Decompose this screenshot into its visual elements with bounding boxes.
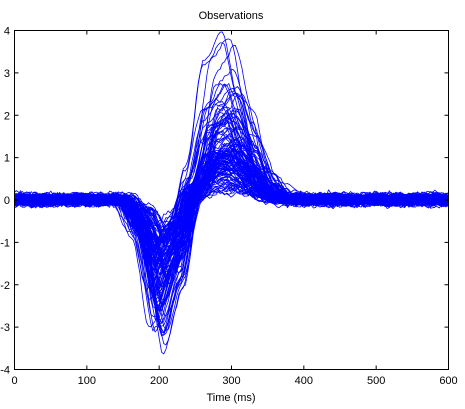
series-line [14, 150, 448, 287]
series-line [14, 143, 448, 279]
chart-title: Observations [199, 10, 264, 22]
series-line [14, 117, 448, 258]
x-tick-label: 600 [439, 375, 457, 387]
series-line [14, 162, 448, 226]
y-tick-label: -1 [0, 237, 10, 249]
y-tick-label: 1 [4, 153, 10, 165]
y-tick-label: 3 [4, 68, 10, 80]
series-line [14, 104, 448, 258]
y-tick-label: -2 [0, 280, 10, 292]
y-axis-ticks: -4 -3 -2 -1 0 1 2 3 4 [0, 26, 449, 377]
x-axis-ticks: 0 100 200 300 400 500 600 [11, 30, 458, 387]
series-line [14, 163, 448, 321]
x-tick-label: 200 [150, 375, 168, 387]
series-line [14, 167, 448, 257]
series-line [14, 155, 448, 262]
series-line [14, 163, 448, 252]
series-line [14, 169, 448, 272]
series-line [14, 168, 448, 291]
x-tick-label: 0 [11, 375, 17, 387]
series-line [14, 113, 448, 304]
x-axis-label: Time (ms) [206, 392, 255, 404]
x-tick-label: 100 [78, 375, 96, 387]
series-line [14, 83, 448, 288]
series-line [14, 154, 448, 261]
series-line [14, 181, 448, 249]
x-tick-label: 400 [295, 375, 313, 387]
x-tick-label: 300 [222, 375, 240, 387]
y-tick-label: 0 [4, 195, 10, 207]
series-line [14, 42, 448, 260]
series-line [14, 159, 448, 270]
y-tick-label: 2 [4, 110, 10, 122]
plot-lines [14, 31, 448, 355]
x-tick-label: 500 [367, 375, 385, 387]
y-tick-label: 4 [4, 26, 10, 38]
series-line [14, 191, 448, 346]
y-tick-label: -4 [0, 365, 10, 377]
y-tick-label: -3 [0, 322, 10, 334]
